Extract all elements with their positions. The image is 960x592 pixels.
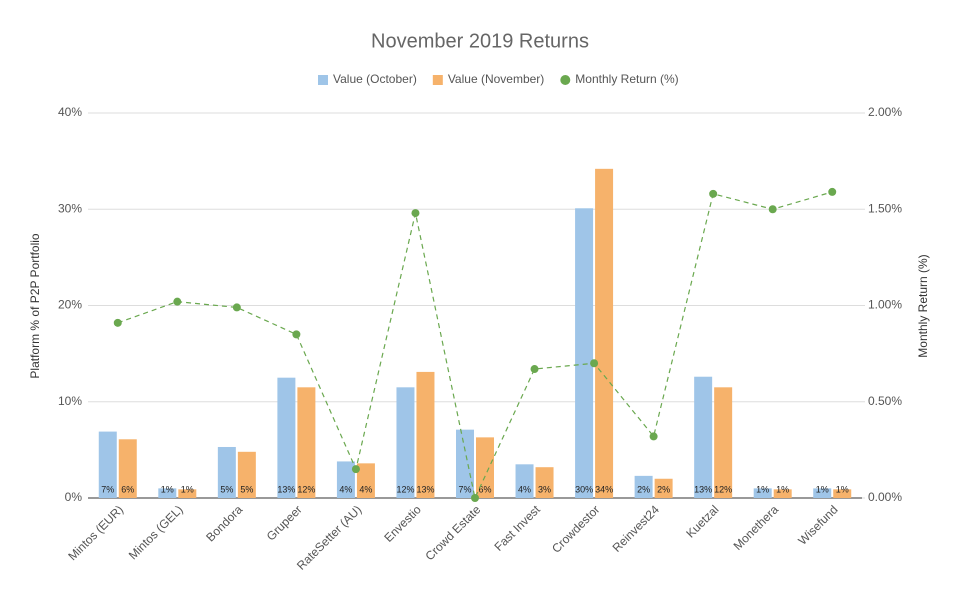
- x-tick-label: RateSetter (AU): [294, 502, 364, 572]
- bar: [456, 429, 474, 498]
- x-tick-label: Monethera: [731, 502, 782, 553]
- data-label: 12%: [396, 484, 414, 494]
- y2-tick-label: 2.00%: [868, 105, 902, 119]
- x-tick-label: Envestio: [381, 502, 424, 545]
- data-label: 12%: [714, 484, 732, 494]
- chart-title: November 2019 Returns: [371, 30, 589, 52]
- data-label: 34%: [595, 484, 613, 494]
- x-tick-label: Grupeer: [264, 502, 305, 543]
- bar: [595, 168, 614, 498]
- point: [292, 330, 301, 339]
- bar: [654, 478, 673, 498]
- bar: [535, 467, 554, 498]
- x-tick-label: Crowdestor: [549, 502, 602, 555]
- data-label: 4%: [359, 484, 372, 494]
- legend-label: Monthly Return (%): [575, 72, 678, 86]
- data-label: 1%: [816, 484, 829, 494]
- data-label: 1%: [756, 484, 769, 494]
- bar: [118, 439, 137, 498]
- data-label: 4%: [339, 484, 352, 494]
- point: [173, 297, 182, 306]
- bar: [575, 208, 594, 498]
- bar: [217, 446, 236, 498]
- data-label: 1%: [836, 484, 849, 494]
- point: [471, 494, 479, 502]
- point: [351, 465, 360, 474]
- y-axis-title: Platform % of P2P Portfolio: [28, 233, 42, 379]
- y-tick-label: 20%: [58, 298, 82, 312]
- point: [530, 365, 539, 374]
- data-label: 30%: [575, 484, 593, 494]
- bar: [833, 489, 852, 498]
- bar: [98, 431, 117, 498]
- x-tick-label: Bondora: [203, 502, 245, 544]
- data-label: 7%: [101, 484, 114, 494]
- data-label: 5%: [240, 484, 253, 494]
- x-tick-label: Reinvest24: [610, 502, 663, 555]
- point: [649, 432, 658, 441]
- data-label: 2%: [637, 484, 650, 494]
- y2-tick-label: 0.50%: [868, 394, 902, 408]
- bar: [476, 437, 494, 498]
- point: [709, 189, 718, 198]
- data-label: 6%: [121, 484, 134, 494]
- data-label: 7%: [458, 484, 471, 494]
- bar: [813, 488, 832, 498]
- data-label: 3%: [538, 484, 551, 494]
- bar: [158, 488, 177, 498]
- data-label: 6%: [478, 484, 491, 494]
- data-label: 2%: [657, 484, 670, 494]
- bar: [753, 488, 772, 498]
- data-label: 4%: [518, 484, 531, 494]
- y-tick-label: 0%: [65, 490, 83, 504]
- x-tick-label: Kuetzal: [683, 502, 721, 540]
- legend-swatch: [560, 75, 571, 85]
- y2-tick-label: 1.50%: [868, 201, 902, 215]
- bar: [515, 464, 534, 498]
- bar: [773, 489, 792, 498]
- bar: [297, 387, 316, 498]
- bar: [237, 451, 256, 498]
- bar: [396, 387, 415, 498]
- data-label: 13%: [277, 484, 295, 494]
- point: [411, 209, 420, 218]
- data-label: 1%: [181, 484, 194, 494]
- x-tick-label: Fast Invest: [492, 502, 544, 554]
- point: [828, 187, 837, 196]
- x-tick-label: Mintos (GEL): [126, 502, 186, 562]
- bar: [416, 371, 435, 498]
- legend-label: Value (October): [333, 72, 417, 86]
- data-label: 13%: [416, 484, 434, 494]
- point: [113, 318, 122, 327]
- point: [232, 303, 241, 312]
- y-tick-label: 10%: [58, 394, 82, 408]
- y2-tick-label: 0.00%: [868, 490, 902, 504]
- bar: [714, 387, 733, 498]
- point: [590, 359, 599, 368]
- bar: [277, 377, 296, 498]
- x-tick-label: Wisefund: [795, 502, 840, 547]
- bar: [694, 376, 713, 498]
- data-label: 12%: [297, 484, 315, 494]
- y2-axis-title: Monthly Return (%): [916, 254, 930, 357]
- y-tick-label: 40%: [58, 105, 82, 119]
- legend-swatch: [432, 75, 443, 85]
- y2-tick-label: 1.00%: [868, 298, 902, 312]
- bar: [336, 461, 355, 498]
- point: [768, 205, 777, 214]
- data-label: 5%: [220, 484, 233, 494]
- data-label: 1%: [776, 484, 789, 494]
- bar: [356, 463, 375, 498]
- legend-swatch: [318, 75, 328, 85]
- legend-label: Value (November): [448, 72, 544, 86]
- x-tick-label: Mintos (EUR): [65, 502, 126, 563]
- x-tick-label: Crowd Estate: [423, 502, 484, 563]
- data-label: 13%: [694, 484, 712, 494]
- bar: [634, 475, 653, 498]
- bar: [178, 489, 197, 498]
- y-tick-label: 30%: [58, 201, 82, 215]
- data-label: 1%: [161, 484, 174, 494]
